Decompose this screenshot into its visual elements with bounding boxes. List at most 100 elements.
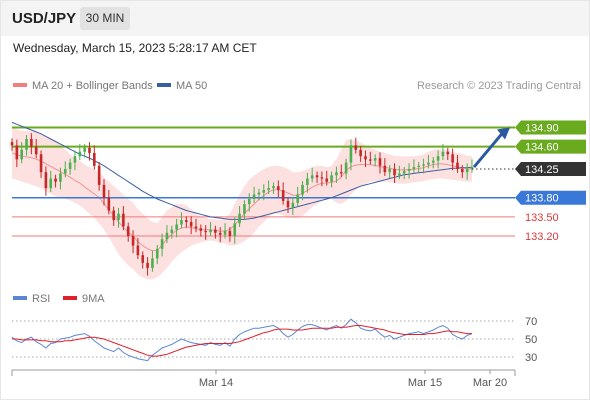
timeframe-button[interactable]: 30 MIN — [80, 7, 130, 30]
candle-body — [291, 202, 295, 208]
candle-body — [281, 190, 285, 201]
candle-body — [88, 147, 91, 154]
candle-body — [59, 173, 62, 182]
candle-body — [330, 175, 333, 182]
bollinger-band — [12, 127, 472, 280]
candle-body — [194, 226, 198, 229]
rsi-series-9MA — [12, 325, 472, 357]
ma50-swatch — [157, 83, 171, 88]
candle-body — [136, 245, 140, 256]
candle-body — [204, 230, 207, 233]
candle-body — [30, 138, 33, 147]
level-label-133.20: 133.20 — [525, 231, 559, 243]
candle-body — [44, 172, 48, 189]
candle-body — [364, 156, 367, 160]
level-tag-134.25 — [515, 161, 586, 176]
rsi-swatch — [13, 296, 27, 301]
candle-body — [117, 213, 120, 221]
candle-body — [315, 175, 319, 178]
candle-body — [165, 232, 169, 240]
candle-body — [185, 220, 188, 222]
candle-body — [277, 186, 280, 191]
candle-body — [252, 194, 256, 199]
candle-body — [73, 156, 77, 163]
candle-body — [465, 168, 469, 173]
candle-body — [335, 172, 338, 176]
candle-body — [398, 173, 401, 176]
candle-body — [122, 213, 125, 227]
candle-body — [112, 210, 115, 221]
candle-body — [63, 168, 67, 174]
candle-body — [175, 224, 178, 230]
top-bar: USD/JPY 30 MIN — [0, 0, 590, 36]
candle-body — [373, 158, 377, 161]
candle-body — [407, 168, 411, 171]
candle-body — [189, 221, 193, 227]
candle-body — [223, 230, 227, 235]
level-label-134.90: 134.90 — [525, 122, 559, 134]
candle-body — [310, 175, 314, 179]
candle-body — [247, 198, 251, 205]
candle-body — [378, 158, 382, 166]
rsi-tick-30: 30 — [525, 352, 537, 364]
candle-body — [320, 177, 324, 179]
candle-body — [393, 168, 396, 176]
candle-body — [383, 165, 387, 173]
candle-body — [369, 159, 372, 161]
forecast-arrow-head — [497, 127, 510, 140]
time-tick-label: Mar 14 — [199, 377, 233, 389]
candle-body — [257, 192, 261, 195]
level-label-134.60: 134.60 — [525, 142, 559, 154]
candle-body — [262, 190, 266, 193]
time-tick-label: Mar 20 — [473, 377, 507, 389]
rsi-series-RSI — [11, 318, 473, 362]
candle-body — [301, 184, 304, 195]
candle-body — [325, 178, 329, 182]
candle-body — [102, 184, 106, 198]
ma20-swatch — [13, 83, 27, 88]
candle-body — [243, 204, 246, 214]
level-tag-134.60 — [515, 139, 586, 154]
forecast-arrow-shaft — [472, 131, 505, 169]
candle-body — [461, 168, 464, 173]
candle-body — [20, 149, 23, 160]
candle-body — [306, 178, 309, 185]
legend-rsi-label: RSI — [32, 293, 51, 305]
candle-body — [97, 165, 101, 185]
candle-body — [68, 162, 72, 169]
candle-body — [417, 165, 421, 168]
datetime-label: Wednesday, March 15, 2023 5:28:17 AM CET — [13, 41, 257, 55]
level-tag-134.90 — [515, 120, 586, 135]
candle-body — [160, 239, 164, 249]
ma50-line — [11, 121, 473, 220]
candle-body — [339, 172, 343, 174]
copyright-label: Research © 2023 Trading Central — [416, 80, 581, 92]
candle-body — [15, 145, 19, 160]
candle-body — [54, 178, 57, 182]
candle-body — [180, 220, 183, 225]
candle-body — [233, 223, 237, 237]
legend-ma50-label: MA 50 — [176, 80, 208, 92]
candle-body — [436, 156, 440, 161]
rsi-tick-50: 50 — [525, 334, 537, 346]
candle-body — [238, 213, 241, 224]
rsi-chart: 70 50 30 — [11, 316, 537, 364]
candle-body — [10, 142, 14, 146]
price-chart: 134.90 134.60 134.25 133.80 133.50 133.20 — [10, 120, 586, 280]
legend-ma50: MA 50 — [157, 80, 207, 92]
candle-body — [359, 149, 362, 157]
legend-rsi: RSI — [13, 293, 50, 305]
legend-ma20: MA 20 + Bollinger Bands — [13, 80, 153, 92]
legend-9ma: 9MA — [63, 293, 105, 305]
candle-body — [431, 160, 435, 163]
candle-body — [131, 236, 135, 246]
candle-body — [49, 178, 53, 189]
candle-body — [34, 146, 38, 155]
time-axis: Mar 14 Mar 15 Mar 20 — [11, 369, 516, 389]
candle-body — [218, 232, 222, 235]
9ma-swatch — [63, 296, 77, 301]
candle-body — [93, 153, 96, 166]
candle-body — [214, 229, 217, 233]
candle-body — [354, 145, 358, 150]
